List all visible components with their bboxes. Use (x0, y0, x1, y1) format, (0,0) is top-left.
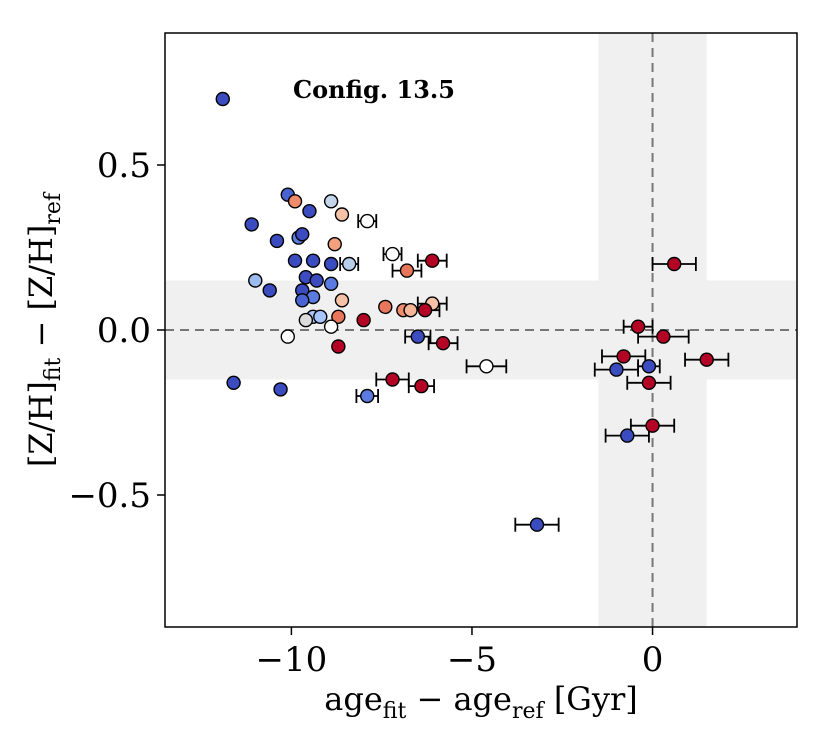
data-point (331, 339, 346, 354)
y-label-sub-fit: fit (41, 358, 66, 382)
data-point (641, 375, 657, 390)
data-points (215, 91, 714, 532)
data-point (360, 388, 375, 404)
data-point (641, 359, 657, 374)
data-point (616, 349, 631, 364)
data-point (248, 273, 263, 288)
data-point (269, 233, 285, 249)
data-point (323, 256, 339, 272)
data-point (215, 91, 230, 107)
data-point (287, 253, 303, 268)
data-point (327, 236, 342, 252)
y-tick-label: 0.0 (97, 311, 151, 351)
data-point (295, 293, 310, 308)
y-label-sub-ref: ref (41, 191, 66, 225)
data-point (226, 375, 241, 390)
data-point (385, 246, 400, 262)
data-point (334, 207, 350, 222)
data-point (262, 283, 277, 298)
data-point (479, 359, 494, 374)
data-point (323, 194, 339, 209)
data-point (295, 227, 310, 242)
data-point (399, 263, 415, 278)
data-point (323, 319, 339, 334)
data-point (280, 329, 295, 344)
x-tick-label: 0 (642, 640, 664, 680)
data-point (645, 418, 660, 433)
data-point (302, 203, 317, 219)
data-point (656, 329, 671, 344)
y-tick-label: 0.5 (97, 146, 151, 186)
data-point (356, 312, 371, 328)
x-axis-label: agefit − ageref [Gyr] (324, 680, 637, 724)
data-point (417, 303, 433, 318)
data-point (244, 217, 259, 232)
reference-lines (165, 33, 797, 627)
y-label-minus: − [Z/H] (22, 225, 60, 358)
y-tick-label: −0.5 (68, 476, 151, 516)
data-point (414, 378, 429, 394)
x-tick-label: −5 (447, 640, 497, 680)
x-label-unit: [Gyr] (544, 680, 638, 718)
data-point (341, 256, 357, 272)
data-point (378, 299, 393, 315)
data-point (609, 362, 624, 377)
data-point (425, 253, 440, 268)
x-label-sub-fit: fit (383, 699, 407, 724)
data-point (334, 293, 350, 308)
axis-ticks: −10 −5 0 0.5 0.0 −0.5 (68, 146, 663, 680)
data-point (298, 312, 314, 328)
data-point (309, 273, 324, 288)
data-point (435, 336, 451, 351)
data-point (331, 309, 346, 324)
x-label-sub-ref: ref (512, 699, 546, 724)
data-point (323, 276, 339, 291)
data-point (630, 319, 646, 334)
data-point (410, 329, 425, 344)
data-point (287, 194, 303, 209)
data-point (667, 256, 682, 272)
data-point (273, 382, 288, 397)
x-tick-label: −10 (256, 640, 328, 680)
data-point (305, 253, 321, 268)
data-point (529, 517, 545, 532)
data-point (620, 428, 635, 443)
data-point (360, 213, 375, 229)
data-point (699, 352, 714, 367)
config-annotation: Config. 13.5 (293, 75, 455, 104)
y-axis-label: [Z/H]fit − [Z/H]ref (22, 191, 66, 467)
y-label-zh: [Z/H] (22, 381, 60, 467)
x-label-age: age (324, 680, 383, 718)
data-point (403, 303, 418, 318)
data-point (313, 309, 328, 324)
x-label-minus: − age (406, 680, 512, 718)
data-point (385, 372, 400, 387)
